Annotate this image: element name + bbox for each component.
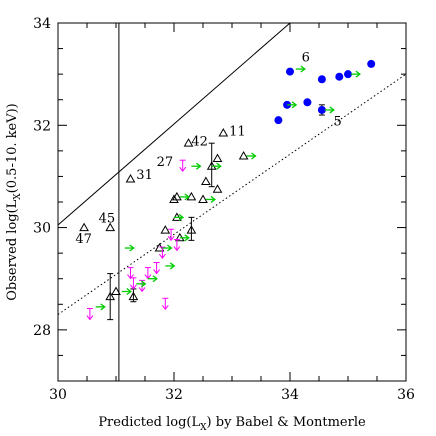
data-points [79,59,376,321]
upper-limit-arrows [95,65,361,311]
data-point-triangle [201,176,211,186]
data-point-triangle [125,173,136,183]
green-arrow-head [300,65,306,73]
green-arrow-head [152,275,158,283]
limit-head [173,246,181,252]
annotation-label: 27 [157,155,174,170]
data-point-triangle [105,222,116,232]
y-tick-label: 30 [33,221,51,237]
green-arrow-head [129,244,135,252]
tick-labels: 30 32 34 36 28 30 32 34 [33,16,415,403]
green-arrow-head [100,303,106,311]
point-annotations: 6 5 11 42 31 27 45 47 [75,50,341,247]
data-point-upper-limit [161,297,169,311]
y-tick-label: 28 [33,323,51,339]
limit-head [127,274,134,280]
data-point-triangle [198,194,208,203]
green-arrow-head [169,262,176,270]
limit-head [129,284,137,290]
annotation-label: 47 [75,232,92,247]
limit-head [158,253,166,259]
x-tick-label: 32 [165,387,183,403]
data-point-circle [335,72,344,81]
green-arrow-head [196,162,202,170]
green-arrow-head [140,280,147,288]
data-point-triangle [183,138,194,147]
data-point-triangle [79,222,89,232]
y-tick-label: 34 [33,16,51,32]
reference-line-solid [57,22,291,226]
data-point-upper-limit [173,238,181,252]
plot-frame [57,22,407,382]
axis-ticks [57,22,407,382]
data-point-circle [317,75,326,84]
x-tick-label: 30 [49,387,67,403]
data-point-upper-limit [129,277,137,290]
green-arrow-head [355,70,361,78]
reference-lines [57,22,407,381]
y-axis-title: Observed log(LX(0.5-10. keV)) [5,103,23,301]
reference-line-dotted [57,73,407,315]
annotation-label: 11 [229,125,246,140]
data-point-triangle [160,225,171,234]
data-point-circle [367,59,376,68]
data-point-upper-limit [144,267,152,280]
limit-head [161,304,169,311]
green-arrow-head [184,234,190,242]
green-arrow-head [184,193,190,201]
limit-head [167,235,175,242]
green-arrow-head [216,162,222,170]
green-arrow-head [329,106,335,114]
limit-head [179,166,187,173]
data-point-triangle [212,153,223,163]
data-point-triangle [212,184,223,193]
green-arrow-head [126,287,132,296]
data-point-upper-limit [153,261,161,275]
green-arrow-head [167,244,173,252]
data-point-triangle [105,291,116,301]
data-point-upper-limit [86,308,94,321]
x-tick-label: 34 [281,387,299,403]
annotation-label: 42 [191,135,208,150]
data-point-circle [274,116,283,125]
data-point-triangle [186,225,197,234]
data-point-triangle [111,286,121,295]
green-arrow-head [178,213,185,221]
data-point-triangle [186,191,197,201]
data-point-triangle [238,150,249,160]
data-point-circle [344,70,352,79]
data-point-circle [286,67,294,76]
data-point-upper-limit [179,159,187,173]
data-point-triangle [169,194,179,203]
annotation-label: 5 [334,114,342,129]
annotation-label: 31 [136,168,153,183]
x-axis-title: Predicted log(LX) by Babel & Montmerle [98,415,366,433]
limit-head [86,315,94,321]
data-point-upper-limit [167,228,175,242]
data-point-upper-limit [127,267,134,280]
annotation-label: 6 [302,50,310,65]
green-arrow-head [210,195,216,203]
data-point-triangle [128,291,139,301]
data-point-circle [303,98,312,107]
data-point-circle [317,105,326,114]
limit-head [153,269,161,275]
data-point-upper-limit [158,246,166,259]
data-point-triangle [218,127,229,137]
green-arrow-head [251,152,257,160]
x-tick-label: 36 [397,387,415,403]
limit-head [138,287,146,293]
green-arrow-head [291,101,298,109]
y-tick-label: 32 [33,118,51,134]
annotation-label: 45 [99,211,116,226]
error-bars [107,104,325,321]
